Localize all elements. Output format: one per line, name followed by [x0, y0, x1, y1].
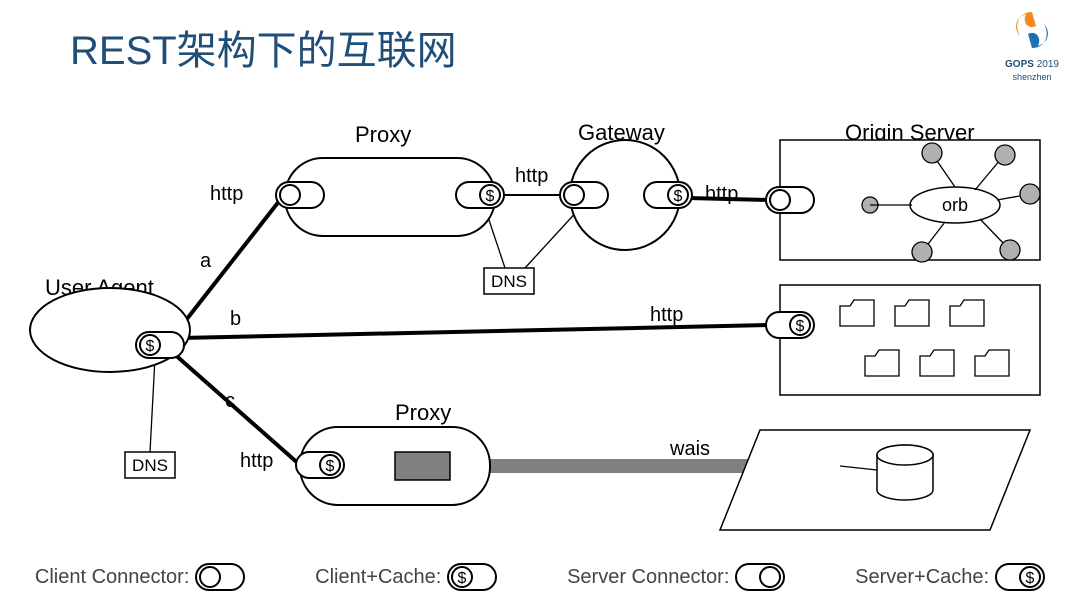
connector-gw-left: [560, 182, 608, 208]
connector-p2-right: [395, 452, 450, 480]
legend-client-cache: Client+Cache: $: [315, 563, 497, 591]
svg-text:$: $: [674, 188, 683, 205]
edge-c: [172, 352, 300, 465]
legend-server-cache: Server+Cache: $: [855, 563, 1045, 591]
svg-text:$: $: [486, 188, 495, 205]
connector-ua: $: [136, 332, 184, 358]
edge-gw-dns: [525, 208, 580, 268]
connector-p2-left: $: [296, 452, 344, 478]
connector-p1-right: $: [456, 182, 504, 208]
node-user-agent: [30, 288, 190, 372]
legend-client-connector: Client Connector:: [35, 563, 246, 591]
node-db: [720, 430, 1030, 530]
svg-text:$: $: [1026, 570, 1035, 587]
connector-gw-right: $: [644, 182, 692, 208]
edge-gw-os: [688, 198, 770, 200]
edge-ua-dns: [150, 358, 155, 452]
connector-p1-left: [276, 182, 324, 208]
connector-files: $: [766, 312, 814, 338]
edge-a: [172, 200, 280, 338]
legend: Client Connector: Client+Cache: $ Server…: [0, 563, 1080, 591]
edge-b: [180, 325, 770, 338]
dns-box-ua: DNS: [125, 452, 175, 478]
connector-origin: [766, 187, 814, 213]
legend-server-connector: Server Connector:: [567, 563, 785, 591]
svg-text:DNS: DNS: [491, 272, 527, 291]
diagram-canvas: $ DNS $ DNS $: [0, 0, 1080, 597]
svg-text:orb: orb: [942, 195, 968, 215]
svg-text:$: $: [326, 458, 335, 475]
svg-text:$: $: [146, 338, 155, 355]
svg-text:DNS: DNS: [132, 456, 168, 475]
svg-text:$: $: [458, 570, 467, 587]
edge-wais: [445, 459, 765, 473]
dns-box-p1: DNS: [484, 268, 534, 294]
svg-text:$: $: [796, 318, 805, 335]
